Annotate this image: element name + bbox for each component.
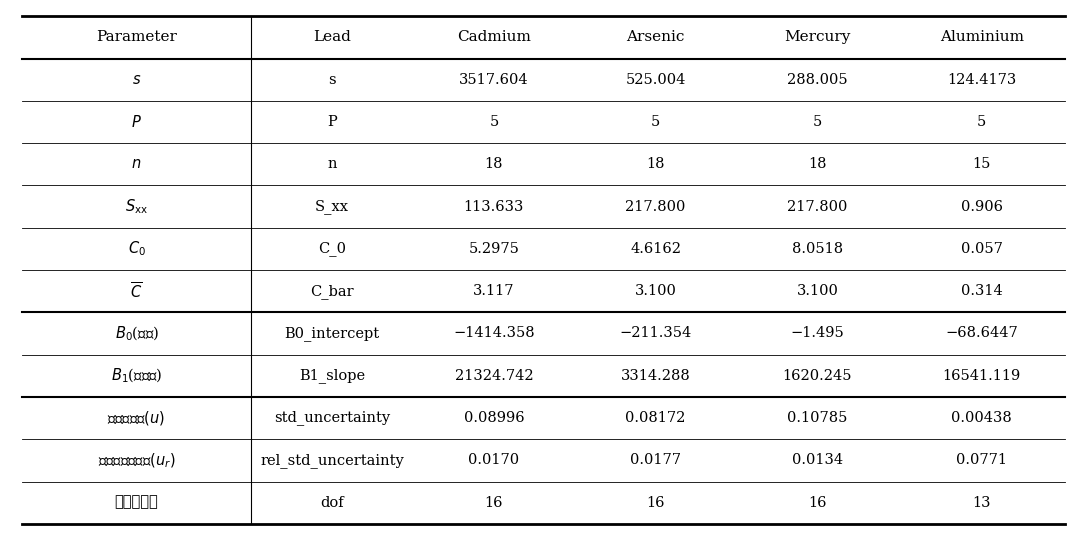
Text: 0.08996: 0.08996 — [464, 411, 524, 425]
Text: Lead: Lead — [313, 30, 351, 44]
Text: 3.100: 3.100 — [797, 284, 838, 298]
Text: 0.0170: 0.0170 — [468, 454, 520, 467]
Text: s: s — [328, 73, 336, 86]
Text: −211.354: −211.354 — [620, 327, 691, 340]
Text: 0.0134: 0.0134 — [791, 454, 844, 467]
Text: −1.495: −1.495 — [790, 327, 845, 340]
Text: 288.005: 288.005 — [787, 73, 848, 86]
Text: 0.906: 0.906 — [961, 200, 1003, 213]
Text: 16541.119: 16541.119 — [942, 369, 1021, 383]
Text: Cadmium: Cadmium — [457, 30, 530, 44]
Text: 5: 5 — [977, 115, 986, 129]
Text: 18: 18 — [808, 157, 827, 171]
Text: n: n — [327, 157, 337, 171]
Text: 18: 18 — [647, 157, 665, 171]
Text: $P$: $P$ — [132, 114, 142, 130]
Text: 0.314: 0.314 — [961, 284, 1002, 298]
Text: −1414.358: −1414.358 — [453, 327, 535, 340]
Text: 13: 13 — [973, 496, 991, 510]
Text: B0_intercept: B0_intercept — [285, 326, 379, 341]
Text: std_uncertainty: std_uncertainty — [274, 410, 390, 426]
Text: 16: 16 — [647, 496, 665, 510]
Text: Mercury: Mercury — [784, 30, 851, 44]
Text: 5: 5 — [651, 115, 660, 129]
Text: $S_{\rm xx}$: $S_{\rm xx}$ — [125, 197, 148, 216]
Text: C_0: C_0 — [318, 241, 346, 256]
Text: 4.6162: 4.6162 — [630, 242, 682, 256]
Text: 15: 15 — [973, 157, 991, 171]
Text: 0.0177: 0.0177 — [630, 454, 682, 467]
Text: 8.0518: 8.0518 — [791, 242, 844, 256]
Text: 525.004: 525.004 — [625, 73, 686, 86]
Text: 3.100: 3.100 — [635, 284, 676, 298]
Text: Parameter: Parameter — [96, 30, 177, 44]
Text: 124.4173: 124.4173 — [947, 73, 1016, 86]
Text: 3517.604: 3517.604 — [459, 73, 528, 86]
Text: 16: 16 — [808, 496, 827, 510]
Text: rel_std_uncertainty: rel_std_uncertainty — [260, 453, 404, 468]
Text: $s$: $s$ — [132, 73, 141, 86]
Text: $B_{1}$(기울기): $B_{1}$(기울기) — [111, 367, 162, 385]
Text: 표준불확도$(u)$: 표준불확도$(u)$ — [108, 409, 165, 427]
Text: Aluminium: Aluminium — [940, 30, 1024, 44]
Text: 3314.288: 3314.288 — [621, 369, 690, 383]
Text: $B_{0}$(절편): $B_{0}$(절편) — [114, 324, 159, 343]
Text: 5: 5 — [489, 115, 499, 129]
Text: 217.800: 217.800 — [625, 200, 686, 213]
Text: P: P — [327, 115, 337, 129]
Text: 18: 18 — [485, 157, 503, 171]
Text: 16: 16 — [485, 496, 503, 510]
Text: 21324.742: 21324.742 — [454, 369, 534, 383]
Text: 유효자유도: 유효자유도 — [114, 496, 159, 510]
Text: $\overline{C}$: $\overline{C}$ — [130, 281, 142, 301]
Text: 5: 5 — [813, 115, 822, 129]
Text: 0.057: 0.057 — [961, 242, 1002, 256]
Text: 0.0771: 0.0771 — [957, 454, 1008, 467]
Text: $n$: $n$ — [132, 157, 141, 171]
Text: 0.00438: 0.00438 — [951, 411, 1012, 425]
Text: Arsenic: Arsenic — [626, 30, 685, 44]
Text: 3.117: 3.117 — [473, 284, 514, 298]
Text: dof: dof — [321, 496, 343, 510]
Text: 0.08172: 0.08172 — [625, 411, 686, 425]
Text: 1620.245: 1620.245 — [783, 369, 852, 383]
Text: S_xx: S_xx — [315, 199, 349, 214]
Text: 113.633: 113.633 — [464, 200, 524, 213]
Text: 5.2975: 5.2975 — [468, 242, 520, 256]
Text: 0.10785: 0.10785 — [787, 411, 848, 425]
Text: B1_slope: B1_slope — [299, 368, 365, 383]
Text: C_bar: C_bar — [311, 284, 354, 299]
Text: $C_{0}$: $C_{0}$ — [127, 240, 146, 258]
Text: 217.800: 217.800 — [787, 200, 848, 213]
Text: −68.6447: −68.6447 — [946, 327, 1019, 340]
Text: 상대표준불확도$(u_{r})$: 상대표준불확도$(u_{r})$ — [98, 451, 175, 470]
